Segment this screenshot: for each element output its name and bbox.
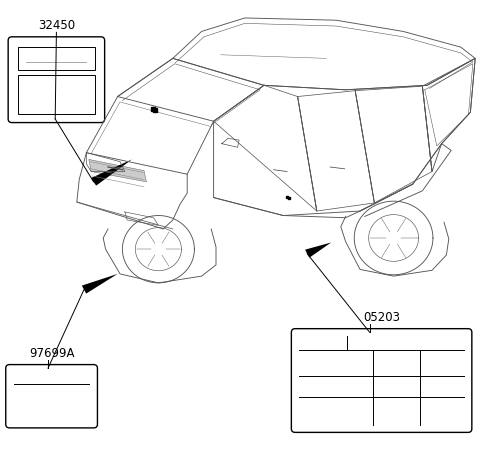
Bar	[18, 47, 95, 70]
Polygon shape	[305, 242, 331, 258]
Polygon shape	[91, 159, 132, 185]
FancyBboxPatch shape	[6, 365, 97, 428]
FancyBboxPatch shape	[291, 329, 472, 432]
Text: 05203: 05203	[363, 311, 400, 324]
Polygon shape	[89, 159, 146, 182]
Polygon shape	[82, 274, 118, 294]
Text: 97699A: 97699A	[29, 347, 74, 360]
Bar	[18, 75, 95, 114]
FancyBboxPatch shape	[8, 37, 105, 123]
Text: 32450: 32450	[38, 19, 75, 32]
